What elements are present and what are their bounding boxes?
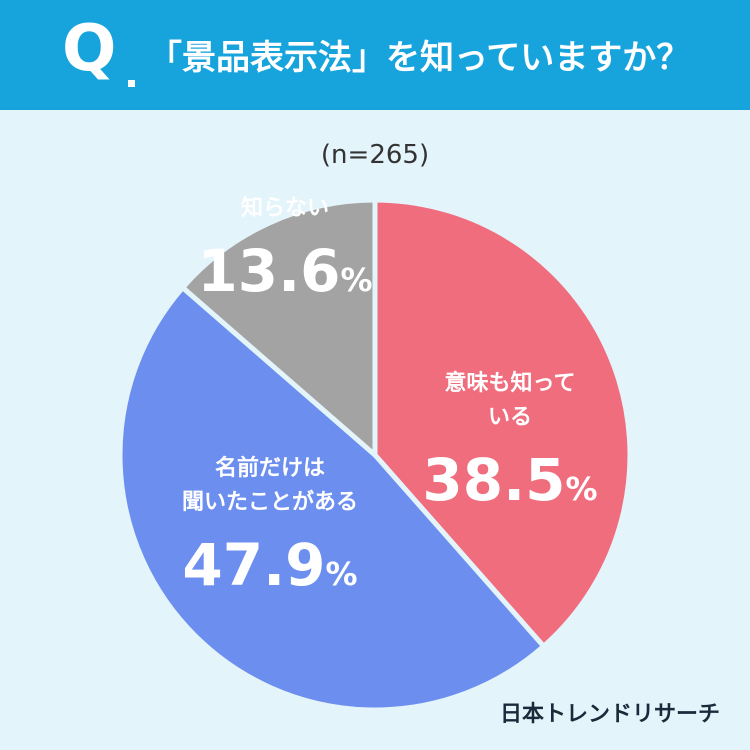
header-bar: Q 「景品表示法」を知っていますか？ <box>0 0 750 110</box>
slice-label-2-line-2: 聞いたことがある <box>182 489 358 515</box>
slice-value-1: 38.5% <box>422 446 597 514</box>
sample-size: (n=265) <box>320 140 430 170</box>
slice-label-1-line-1: 意味も知って <box>445 370 576 396</box>
slice-label-1-line-2: いる <box>488 405 532 430</box>
pie-slice-2 <box>117 284 548 713</box>
brand-logo: 日本トレンドリサーチ <box>499 702 720 727</box>
question-title: 「景品表示法」を知っていますか？ <box>148 38 691 78</box>
slice-label-3-line-1: 知らない <box>241 195 329 221</box>
pie-slice-3 <box>179 197 378 461</box>
pie-slice-1 <box>372 197 633 650</box>
q-dot <box>128 80 135 87</box>
q-label: Q <box>62 12 117 86</box>
slice-label-2-line-1: 名前だけは <box>215 455 325 481</box>
slice-value-2: 47.9% <box>182 531 357 599</box>
slice-value-3: 13.6% <box>197 237 372 305</box>
